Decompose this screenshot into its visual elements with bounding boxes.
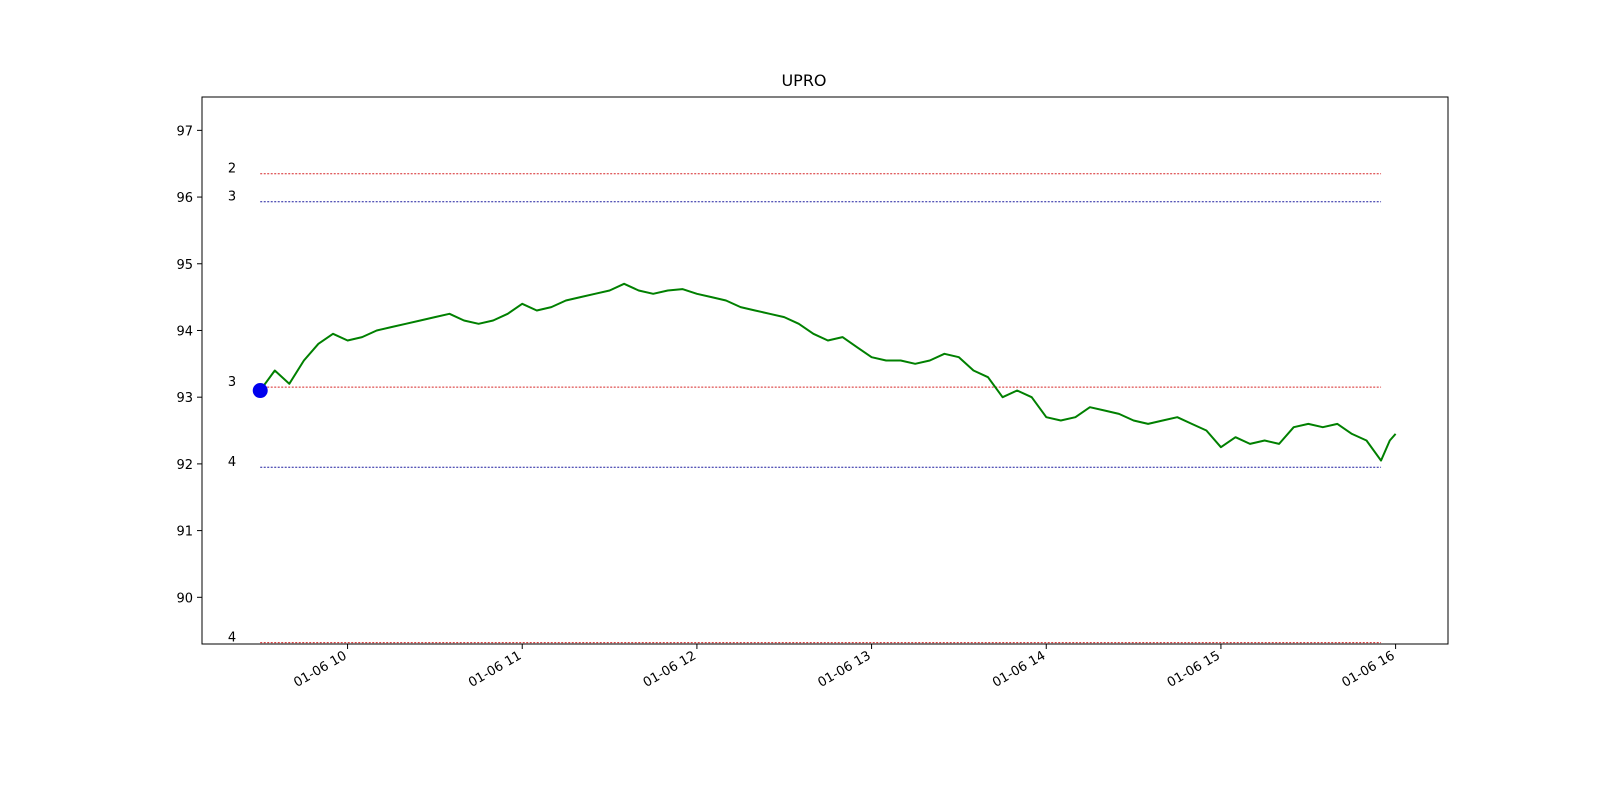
x-tick-label-5: 01-06 15 — [1165, 648, 1223, 690]
y-tick-label-90: 90 — [176, 591, 193, 606]
level-label-1: 3 — [228, 190, 236, 205]
x-tick-label-4: 01-06 14 — [990, 648, 1048, 690]
plot-frame — [201, 96, 1449, 645]
level-lines: 2 3 3 4 4 — [228, 162, 1382, 646]
x-axis: 01-06 10 01-06 11 01-06 12 01-06 13 01-06 14… — [291, 644, 1398, 691]
x-tick-label-2: 01-06 12 — [641, 648, 699, 690]
series-line-0 — [259, 282, 1397, 462]
x-tick-label-0: 01-06 10 — [291, 648, 349, 690]
y-tick-label-95: 95 — [176, 258, 193, 273]
level-label-2: 3 — [228, 375, 236, 390]
y-tick-label-91: 91 — [176, 525, 193, 540]
y-tick-label-93: 93 — [176, 391, 193, 406]
y-tick-label-96: 96 — [176, 191, 193, 206]
y-tick-label-92: 92 — [176, 458, 193, 473]
y-tick-label-94: 94 — [176, 324, 193, 339]
level-label-0: 2 — [228, 162, 236, 177]
level-label-4: 4 — [228, 631, 236, 646]
start-marker-group — [252, 383, 268, 399]
chart-title: UPRO — [781, 71, 826, 90]
y-tick-label-97: 97 — [176, 124, 193, 139]
x-tick-label-6: 01-06 16 — [1339, 648, 1397, 690]
y-axis: 90 91 92 93 94 95 96 97 — [176, 124, 202, 606]
x-tick-label-1: 01-06 11 — [466, 648, 524, 690]
start-marker — [252, 383, 268, 399]
series-lines — [259, 282, 1397, 462]
level-label-3: 4 — [228, 455, 236, 470]
x-tick-label-3: 01-06 13 — [815, 648, 873, 690]
